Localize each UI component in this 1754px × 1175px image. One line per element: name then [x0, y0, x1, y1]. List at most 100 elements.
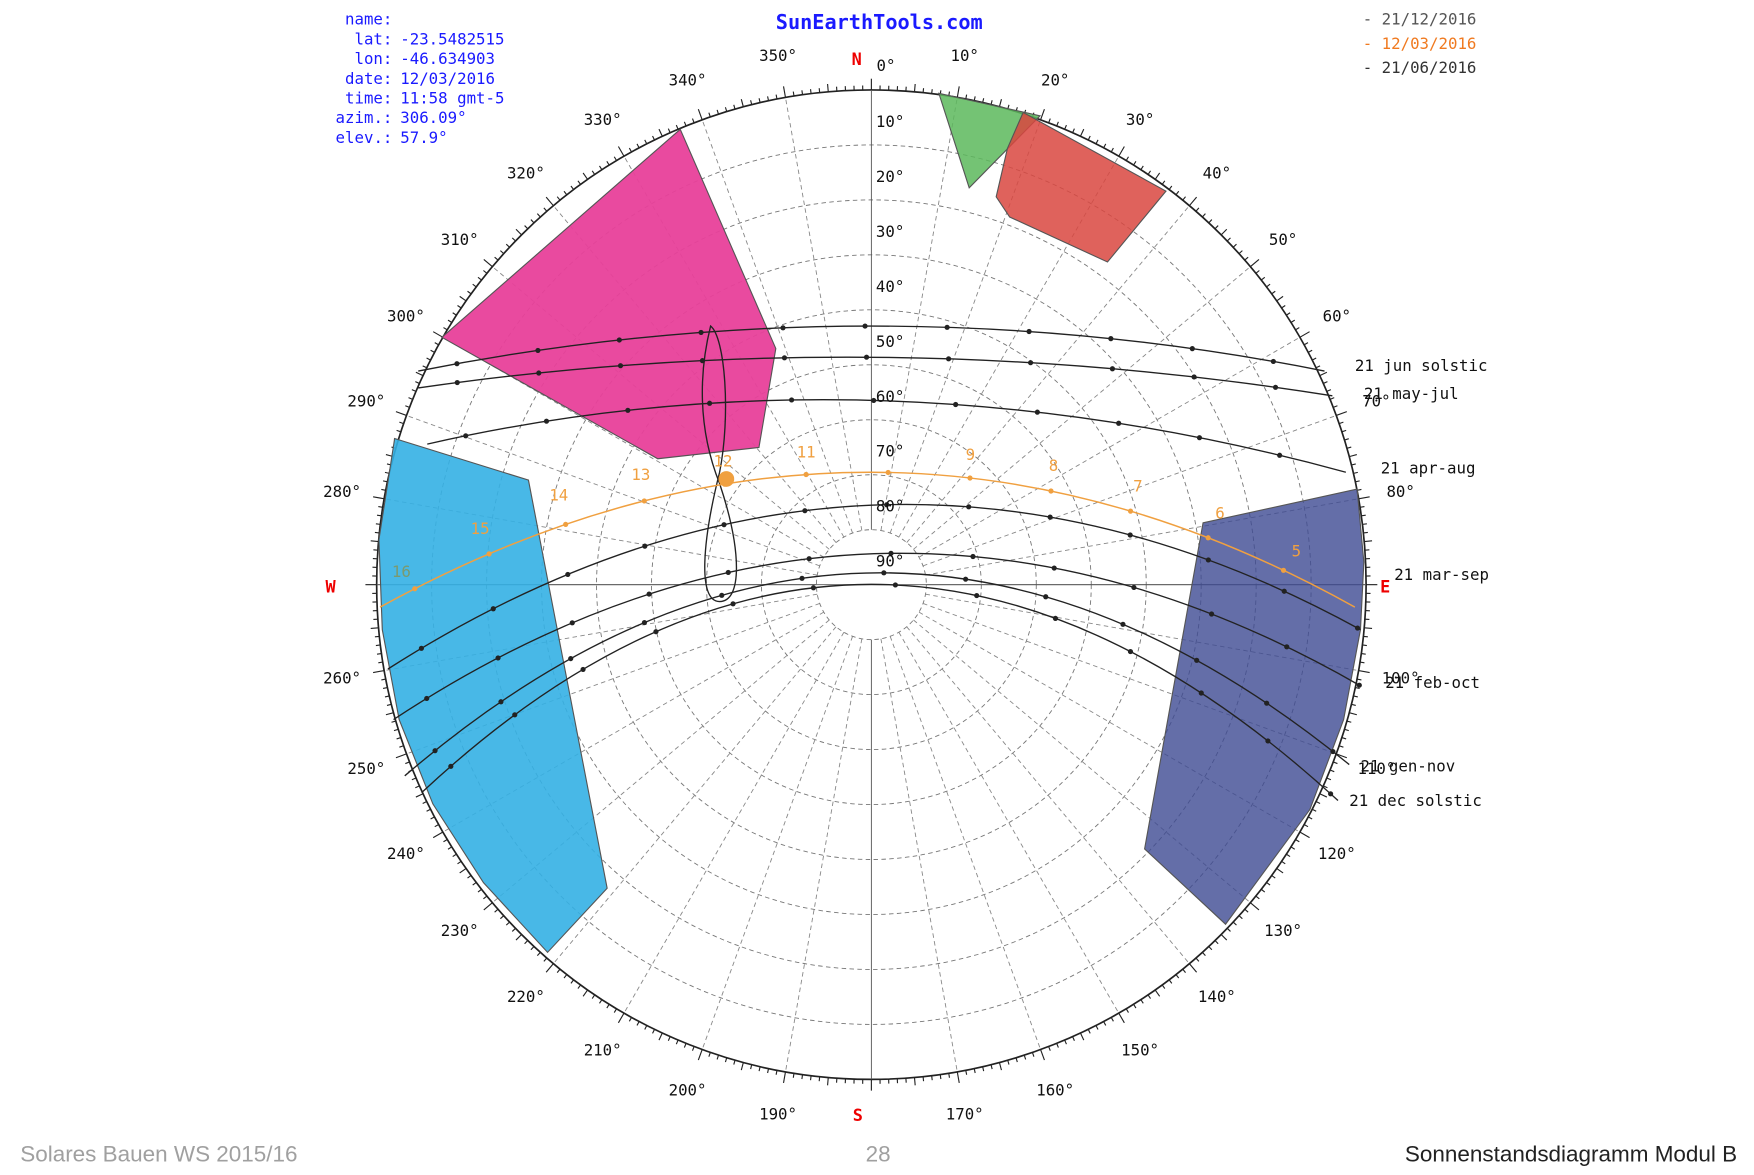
azimuth-tick — [376, 652, 382, 655]
azimuth-tick — [375, 523, 381, 525]
azimuth-radial — [701, 119, 854, 534]
azimuth-label: 300° — [387, 307, 425, 326]
azimuth-tick — [1255, 895, 1260, 900]
azimuth-tick — [644, 139, 648, 145]
azimuth-label: 10° — [950, 46, 978, 65]
cardinal-s: S — [853, 1105, 863, 1125]
azimuth-tick — [1315, 801, 1321, 805]
hour-label: 16 — [392, 562, 411, 581]
hour-dot — [1131, 584, 1137, 591]
azimuth-label: 190° — [759, 1105, 797, 1124]
azimuth-tick — [767, 96, 770, 101]
hour-label: 7 — [1133, 476, 1142, 495]
azimuth-tick — [1326, 389, 1332, 392]
hour-dot — [1109, 366, 1116, 372]
azimuth-tick — [1095, 139, 1099, 145]
hour-dot — [563, 521, 569, 527]
hour-dot — [967, 475, 973, 481]
azimuth-tick — [750, 1064, 753, 1070]
azimuth-tick — [606, 161, 610, 166]
azimuth-tick — [472, 881, 477, 886]
path-mar — [387, 503, 1361, 670]
info-value: 11:58 gmt-5 — [400, 88, 504, 107]
curve-label: 21 may-jul — [1364, 384, 1459, 403]
azimuth-tick — [591, 994, 596, 999]
hour-dot — [1048, 488, 1054, 494]
azimuth-tick — [1103, 1021, 1107, 1026]
azimuth-tick — [636, 1021, 640, 1026]
hour-dot — [802, 508, 808, 514]
azimuth-tick — [447, 319, 453, 323]
azimuth-tick — [724, 107, 728, 112]
hour-dot — [789, 397, 795, 403]
azimuth-tick — [1260, 276, 1266, 281]
azimuth-radial — [889, 636, 1042, 1050]
hour-dot — [1127, 532, 1133, 538]
hour-dot — [641, 620, 648, 626]
elevation-label: 70° — [876, 442, 904, 461]
hour-dot — [1330, 748, 1336, 755]
azimuth-tick — [1311, 357, 1317, 361]
azimuth-radial — [922, 415, 1337, 567]
azimuth-tick — [591, 170, 596, 175]
hour-dot — [1191, 374, 1197, 380]
azimuth-tick — [373, 496, 385, 500]
info-key: time: — [345, 88, 392, 107]
azimuth-tick — [1072, 1036, 1075, 1041]
azimuth-tick — [792, 91, 795, 97]
page-number: 28 — [866, 1141, 891, 1166]
azimuth-tick — [782, 86, 787, 98]
azimuth-tick — [1349, 712, 1357, 716]
azimuth-tick — [801, 90, 804, 95]
azimuth-tick — [956, 86, 960, 98]
azimuth-tick — [1208, 219, 1213, 224]
azimuth-tick — [457, 305, 462, 309]
azimuth-radial — [785, 638, 863, 1072]
azimuth-tick — [1364, 627, 1373, 630]
hour-dot — [1264, 700, 1270, 706]
azimuth-tick — [1079, 128, 1085, 137]
azimuth-radial — [880, 97, 958, 531]
info-value: -23.5482515 — [400, 29, 504, 48]
azimuth-tick — [1346, 446, 1352, 449]
cardinal-e: E — [1380, 577, 1390, 597]
hour-dot — [490, 606, 496, 612]
azimuth-tick — [1056, 121, 1059, 127]
path-feb — [393, 552, 1361, 721]
shade-red — [995, 111, 1167, 263]
hour-dot — [1281, 588, 1287, 594]
azimuth-tick — [628, 147, 633, 153]
azimuth-tick — [775, 94, 778, 100]
azimuth-tick — [767, 1068, 770, 1074]
hour-dot — [1280, 567, 1287, 573]
hour-dot — [888, 550, 894, 556]
azimuth-tick — [740, 1062, 744, 1071]
hour-dot — [1205, 557, 1211, 563]
azimuth-tick — [376, 514, 382, 517]
azimuth-tick — [1361, 652, 1366, 655]
hour-dot — [810, 585, 817, 591]
azimuth-tick — [599, 165, 603, 171]
azimuth-tick — [1154, 989, 1161, 997]
azimuth-tick — [1329, 769, 1335, 773]
azimuth-tick — [405, 761, 410, 765]
shade-navy — [1143, 488, 1365, 926]
azimuth-tick — [370, 540, 379, 543]
azimuth-tick — [1195, 207, 1200, 212]
hour-dot — [1196, 435, 1203, 441]
azimuth-tick — [1161, 984, 1166, 989]
azimuth-tick — [697, 1049, 703, 1061]
azimuth-tick — [1040, 1049, 1045, 1061]
hour-dot — [536, 370, 542, 376]
azimuth-tick — [443, 838, 448, 843]
info-key: name: — [345, 10, 392, 29]
azimuth-tick — [675, 1039, 679, 1045]
azimuth-tick — [1299, 331, 1310, 338]
azimuth-tick — [1307, 349, 1313, 353]
azimuth-tick — [1232, 921, 1237, 926]
azimuth-tick — [577, 180, 582, 185]
azimuth-tick — [1168, 979, 1173, 984]
azimuth-tick — [1226, 237, 1231, 242]
azimuth-tick — [1353, 695, 1358, 698]
azimuth-tick — [582, 989, 589, 997]
